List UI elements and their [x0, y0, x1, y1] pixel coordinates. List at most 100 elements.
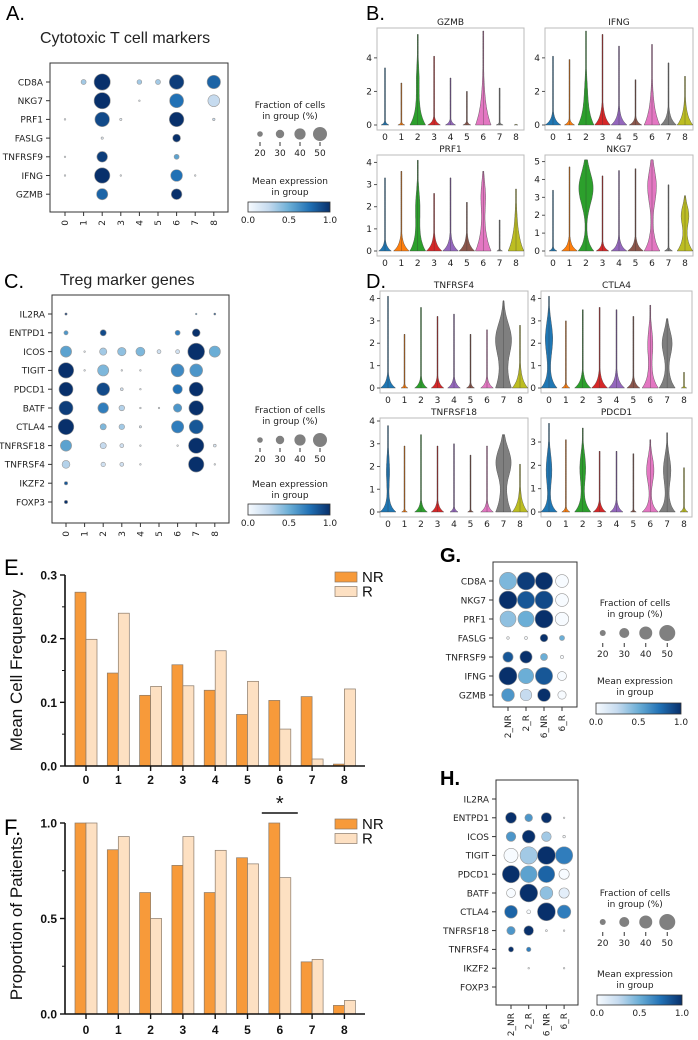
size-legend-label: 30: [619, 939, 631, 949]
dot-BATF-6_R: [558, 887, 570, 899]
size-legend-label: 50: [662, 939, 674, 949]
dot-ICOS-5: [156, 349, 162, 354]
colorbar-label: 0.0: [241, 216, 256, 226]
x-tick-label: 7: [501, 520, 507, 530]
x-tick-label: 1: [563, 396, 569, 406]
y-tick-label: 4: [530, 294, 536, 304]
dot-CTLA4-6: [171, 420, 185, 434]
dot-TNFRSF18-8: [213, 443, 217, 448]
gene-label: IL2RA: [464, 795, 490, 805]
dot-TNFRSF4-2_NR: [508, 946, 514, 953]
dot-IFNG-3: [119, 174, 122, 177]
dot-IL2RA-8: [213, 312, 217, 316]
y-tick-label: 0: [530, 508, 536, 518]
y-tick-label: 3: [530, 438, 536, 448]
size-legend-dot: [275, 129, 285, 139]
size-legend-dot: [599, 919, 606, 925]
dot-BATF-6: [173, 403, 183, 413]
colorbar: [247, 201, 331, 213]
color-legend-title: Mean expression: [597, 677, 673, 687]
dot-TNFRSF18-6_R: [562, 929, 566, 932]
colorbar: [596, 994, 683, 1006]
x-tick-label: 3: [597, 520, 603, 530]
group-label: 3: [117, 220, 127, 226]
dot-CD8A-1: [80, 79, 87, 85]
dot-TIGIT-4: [139, 369, 142, 372]
dot-TNFRSF4-0: [61, 460, 71, 469]
dotplot-frame-g: [492, 561, 578, 708]
dot-NKG7-2_NR: [498, 590, 518, 610]
y-tick-label: 2: [369, 463, 375, 473]
size-legend-label: 20: [597, 939, 609, 949]
dot-BATF-4: [139, 406, 142, 410]
gene-label: GZMB: [459, 691, 486, 701]
y-tick-label: 1: [366, 225, 372, 235]
dot-TNFRSF9-2: [96, 151, 108, 163]
group-label: 1: [81, 531, 91, 537]
dot-FASLG-2_R: [524, 636, 528, 640]
x-tick-label: 8: [517, 520, 523, 530]
size-legend-dot: [639, 626, 653, 640]
y-tick-label: 4: [534, 54, 540, 64]
dot-PRF1-6_NR: [534, 609, 554, 629]
group-label: 2: [98, 220, 108, 226]
bar-NR-4: [203, 892, 216, 1015]
dot-FASLG-6_NR: [539, 633, 549, 643]
dot-ICOS-2_NR: [505, 831, 517, 842]
size-legend-title: in group (%): [262, 112, 318, 122]
x-tick-label: 5: [244, 773, 251, 787]
x-tick-label: 8: [517, 396, 523, 406]
y-tick-label: 0: [369, 384, 375, 394]
dot-CTLA4-2: [99, 423, 107, 431]
size-legend-dot: [599, 630, 606, 636]
x-tick-label: 2: [418, 396, 424, 406]
bar-NR-8: [333, 1005, 345, 1015]
x-tick-label: 5: [631, 520, 637, 530]
y-tick-label: 2: [369, 339, 375, 349]
gene-label: FOXP3: [16, 498, 45, 508]
x-tick-label: 1: [115, 773, 122, 787]
violin-gene-title: NKG7: [606, 145, 631, 155]
dot-PRF1-8: [212, 117, 216, 121]
dot-TIGIT-0: [57, 362, 74, 379]
color-legend-title: in group: [616, 981, 653, 991]
dot-PRF1-6: [169, 111, 185, 127]
y-tick-label: 3: [366, 181, 372, 191]
dot-IL2RA-7: [195, 312, 198, 316]
group-label: 8: [211, 531, 221, 537]
dot-TNFRSF18-2_NR: [506, 926, 516, 936]
group-label: 7: [192, 531, 202, 537]
dot-TIGIT-2_R: [519, 846, 538, 865]
x-tick-label: 6: [480, 133, 486, 143]
y-tick-label: 0.2: [40, 632, 57, 646]
dot-TNFRSF18-3: [119, 443, 125, 448]
x-tick-label: 8: [681, 520, 687, 530]
dot-IFNG-0: [63, 174, 67, 177]
dot-ICOS-0: [60, 345, 72, 358]
y-tick-label: 2: [530, 461, 536, 471]
x-tick-label: 3: [435, 396, 441, 406]
size-legend-title: in group (%): [262, 417, 318, 427]
dot-PRF1-3: [119, 117, 123, 121]
bar-R-1: [117, 612, 130, 767]
dot-TIGIT-1: [83, 369, 86, 372]
legend-swatch-R: [334, 586, 358, 597]
colorbar-label: 0.5: [631, 718, 645, 728]
y-tick-label: 1: [534, 229, 540, 239]
x-tick-label: 4: [614, 520, 620, 530]
size-legend-title: Fraction of cells: [255, 406, 326, 416]
x-tick-label: 4: [614, 396, 620, 406]
bar-NR-6: [268, 700, 281, 767]
gene-label: ENTPD1: [453, 814, 489, 824]
dot-PDCD1-2: [96, 382, 110, 396]
dot-BATF-2_NR: [506, 888, 516, 898]
dot-TNFRSF18-2: [99, 442, 107, 449]
dot-IFNG-2_R: [518, 668, 534, 684]
y-tick-label: 4: [534, 175, 540, 185]
dot-NKG7-8: [207, 94, 220, 107]
dot-CD8A-6: [169, 74, 185, 90]
y-tick-label: 2: [366, 203, 372, 213]
bar-NR-7: [300, 961, 313, 1015]
bar-R-0: [85, 822, 98, 1015]
x-tick-label: 3: [435, 520, 441, 530]
